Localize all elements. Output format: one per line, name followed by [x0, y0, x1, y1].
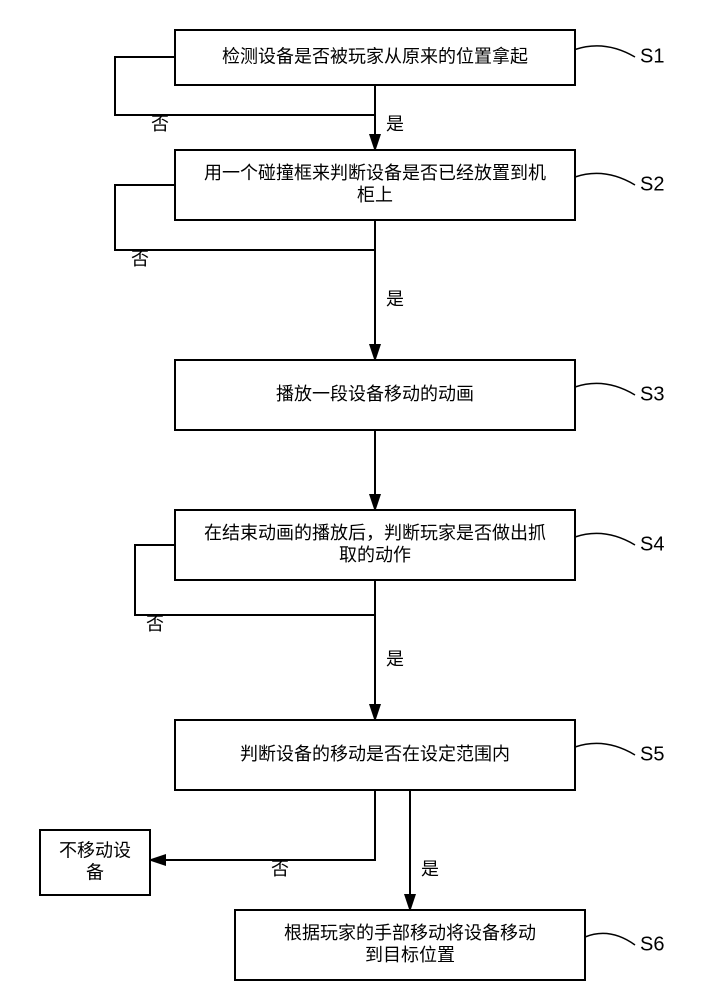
step-connector [575, 533, 635, 545]
edge-label: 是 [386, 114, 404, 134]
node-text: 柜上 [357, 185, 393, 205]
node-text: 取的动作 [339, 545, 411, 565]
step-connector [575, 46, 635, 57]
edge-label: 是 [386, 649, 404, 669]
step-connector [575, 173, 635, 185]
flow-node-nomove: 不移动设备 [40, 830, 150, 895]
edge-label: 否 [151, 114, 169, 134]
step-label: S3 [640, 383, 664, 405]
step-connector [585, 933, 635, 945]
edge-label: 是 [421, 859, 439, 879]
node-text: 不移动设 [59, 840, 131, 860]
flow-node-s2: 用一个碰撞框来判断设备是否已经放置到机柜上 [175, 150, 575, 220]
flow-node-s3: 播放一段设备移动的动画 [175, 360, 575, 430]
edge-label: 否 [131, 249, 149, 269]
step-label: S1 [640, 45, 664, 67]
edge-label: 否 [146, 614, 164, 634]
step-connector [575, 383, 635, 395]
node-text: 检测设备是否被玩家从原来的位置拿起 [222, 45, 528, 66]
node-text: 播放一段设备移动的动画 [276, 384, 474, 404]
flow-edge [150, 790, 375, 860]
node-text: 到目标位置 [365, 945, 455, 965]
node-text: 根据玩家的手部移动将设备移动 [284, 923, 536, 943]
flow-node-s5: 判断设备的移动是否在设定范围内 [175, 720, 575, 790]
step-label: S2 [640, 173, 664, 195]
flow-node-s1: 检测设备是否被玩家从原来的位置拿起 [175, 30, 575, 85]
flow-node-s4: 在结束动画的播放后，判断玩家是否做出抓取的动作 [175, 510, 575, 580]
edge-label: 否 [271, 859, 289, 879]
step-connector [575, 743, 635, 755]
node-text: 在结束动画的播放后，判断玩家是否做出抓 [204, 523, 546, 543]
step-label: S6 [640, 933, 664, 955]
node-text: 备 [86, 862, 104, 882]
step-label: S4 [640, 533, 664, 555]
flow-node-s6: 根据玩家的手部移动将设备移动到目标位置 [235, 910, 585, 980]
node-text: 判断设备的移动是否在设定范围内 [240, 744, 510, 764]
edge-label: 是 [386, 289, 404, 309]
flowchart-diagram: 是否是否是否是否检测设备是否被玩家从原来的位置拿起用一个碰撞框来判断设备是否已经… [0, 0, 717, 1000]
node-text: 用一个碰撞框来判断设备是否已经放置到机 [204, 163, 546, 183]
step-label: S5 [640, 743, 664, 765]
